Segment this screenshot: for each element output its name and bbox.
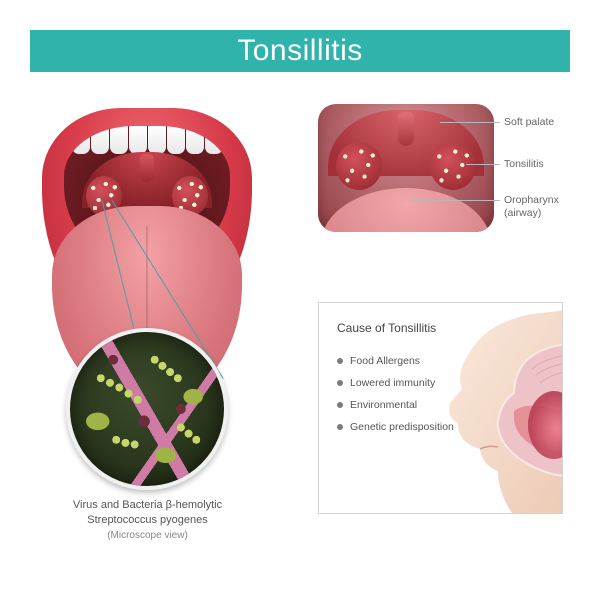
head-profile-illustration xyxy=(428,307,563,513)
cause-item-text: Food Allergens xyxy=(350,355,420,367)
title-bar: Tonsillitis xyxy=(30,30,570,72)
bullet-icon xyxy=(337,380,343,386)
label-soft-palate: Soft palate xyxy=(504,116,554,129)
cause-title: Cause of Tonsillitis xyxy=(337,321,436,335)
label-tonsilitis: Tonsilitis xyxy=(504,158,544,171)
cause-item-text: Environmental xyxy=(350,399,417,411)
bullet-icon xyxy=(337,424,343,430)
micro-caption-sub: (Microscope view) xyxy=(107,530,188,541)
bullet-icon xyxy=(337,402,343,408)
infographic-canvas: Tonsillitis xyxy=(0,0,600,600)
tooth xyxy=(148,126,166,154)
callout-line xyxy=(466,164,500,165)
tooth xyxy=(110,126,128,154)
open-mouth-illustration xyxy=(42,108,252,338)
tooth xyxy=(186,126,204,154)
tooth xyxy=(167,126,185,154)
cause-panel: Cause of Tonsillitis Food Allergens Lowe… xyxy=(318,302,563,514)
title-text: Tonsillitis xyxy=(237,34,363,68)
callout-line xyxy=(412,200,500,201)
closeup-right-tonsil xyxy=(430,142,476,190)
tonsil-spots xyxy=(336,142,382,190)
closeup-tongue xyxy=(321,188,491,232)
microscope-view xyxy=(66,328,228,490)
uvula xyxy=(140,154,154,182)
label-oropharynx-sub: (airway) xyxy=(504,207,541,219)
label-oropharynx: Oropharynx (airway) xyxy=(504,194,559,219)
callout-line xyxy=(440,122,500,123)
tonsil-spots xyxy=(430,142,476,190)
cause-item-text: Lowered immunity xyxy=(350,377,435,389)
label-oropharynx-text: Oropharynx xyxy=(504,194,559,206)
closeup-uvula xyxy=(398,112,414,146)
microscope-caption: Virus and Bacteria β-hemolytic Streptoco… xyxy=(40,498,255,543)
bacteria-pattern xyxy=(70,332,224,486)
closeup-left-tonsil xyxy=(336,142,382,190)
throat-closeup xyxy=(318,104,494,232)
tooth xyxy=(91,126,109,154)
micro-caption-line1: Virus and Bacteria β-hemolytic xyxy=(73,499,222,511)
tooth xyxy=(72,126,90,154)
tooth xyxy=(129,126,147,154)
micro-caption-line2: Streptococcus pyogenes xyxy=(87,514,207,526)
tooth xyxy=(205,126,223,154)
bullet-icon xyxy=(337,358,343,364)
